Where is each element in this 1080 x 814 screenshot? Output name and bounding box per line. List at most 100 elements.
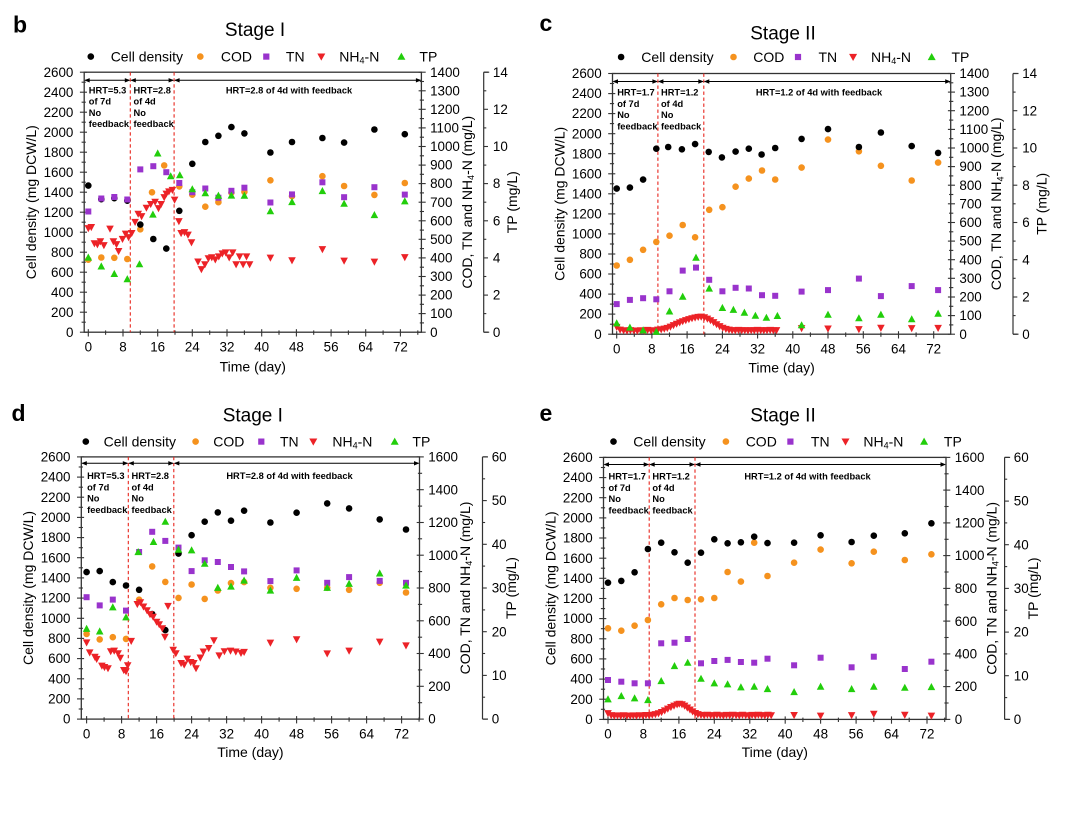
svg-text:400: 400 — [570, 672, 592, 687]
svg-text:Cell density (mg DCW/L): Cell density (mg DCW/L) — [542, 511, 558, 665]
svg-text:6: 6 — [493, 213, 500, 228]
svg-text:72: 72 — [920, 727, 935, 742]
svg-text:1600: 1600 — [563, 551, 593, 566]
svg-text:1200: 1200 — [44, 205, 74, 220]
svg-text:1200: 1200 — [428, 515, 458, 530]
svg-text:1200: 1200 — [955, 516, 985, 531]
svg-text:400: 400 — [579, 287, 601, 302]
svg-text:56: 56 — [856, 342, 871, 357]
svg-text:24: 24 — [707, 727, 722, 742]
svg-text:56: 56 — [849, 727, 864, 742]
svg-text:NH4-N: NH4-N — [871, 49, 911, 66]
svg-text:50: 50 — [492, 493, 507, 508]
svg-text:2000: 2000 — [41, 510, 71, 525]
svg-text:d: d — [12, 400, 26, 426]
svg-text:1000: 1000 — [44, 225, 74, 240]
svg-text:feedback: feedback — [89, 119, 130, 129]
svg-text:1400: 1400 — [41, 571, 71, 586]
svg-text:1000: 1000 — [959, 141, 989, 156]
svg-text:1000: 1000 — [563, 611, 593, 626]
svg-text:Time (day): Time (day) — [748, 360, 814, 376]
svg-text:200: 200 — [430, 288, 452, 303]
svg-text:COD: COD — [221, 49, 252, 65]
svg-text:Stage II: Stage II — [750, 406, 816, 427]
svg-text:feedback: feedback — [661, 121, 702, 131]
svg-text:2400: 2400 — [44, 85, 74, 100]
svg-text:1400: 1400 — [959, 66, 989, 81]
svg-text:HRT=5.3: HRT=5.3 — [87, 471, 124, 481]
svg-text:Cell density: Cell density — [633, 434, 705, 450]
svg-text:Cell density: Cell density — [111, 49, 183, 65]
svg-text:1100: 1100 — [959, 122, 988, 137]
svg-text:24: 24 — [185, 340, 200, 355]
svg-text:Cell density: Cell density — [641, 49, 713, 65]
svg-text:feedback: feedback — [87, 505, 128, 515]
svg-text:Time (day): Time (day) — [742, 744, 808, 760]
svg-text:24: 24 — [715, 342, 730, 357]
svg-text:100: 100 — [959, 308, 981, 323]
svg-text:200: 200 — [51, 305, 73, 320]
svg-text:1000: 1000 — [430, 139, 460, 154]
svg-text:HRT=1.2: HRT=1.2 — [661, 88, 698, 98]
svg-text:16: 16 — [149, 726, 164, 741]
svg-text:feedback: feedback — [652, 505, 693, 515]
svg-text:0: 0 — [66, 325, 73, 340]
svg-text:TP: TP — [944, 434, 962, 450]
svg-text:2000: 2000 — [572, 126, 602, 141]
svg-text:of 7d: of 7d — [609, 483, 632, 493]
svg-text:HRT=1.2: HRT=1.2 — [652, 472, 689, 482]
svg-text:100: 100 — [430, 306, 452, 321]
svg-text:1400: 1400 — [563, 571, 593, 586]
svg-text:48: 48 — [813, 727, 828, 742]
svg-text:NH4-N: NH4-N — [332, 434, 372, 451]
svg-text:TP: TP — [952, 49, 970, 65]
svg-text:2400: 2400 — [563, 470, 593, 485]
svg-text:Cell density (mg DCW/L): Cell density (mg DCW/L) — [23, 125, 39, 279]
svg-text:6: 6 — [1022, 215, 1029, 230]
svg-text:700: 700 — [430, 195, 452, 210]
svg-text:400: 400 — [51, 285, 73, 300]
svg-text:TP: TP — [412, 434, 430, 450]
svg-text:8: 8 — [493, 176, 500, 191]
svg-text:400: 400 — [428, 646, 450, 661]
svg-text:HRT=2.8: HRT=2.8 — [134, 85, 171, 95]
svg-text:200: 200 — [959, 290, 981, 305]
svg-text:No: No — [87, 494, 100, 504]
svg-text:TP: TP — [419, 49, 437, 65]
svg-text:HRT=2.8 of 4d with feedback: HRT=2.8 of 4d with feedback — [226, 85, 353, 95]
svg-text:COD: COD — [746, 434, 777, 450]
svg-text:800: 800 — [51, 245, 73, 260]
svg-text:No: No — [134, 108, 147, 118]
svg-text:0: 0 — [585, 712, 592, 727]
svg-text:0: 0 — [492, 712, 499, 727]
svg-text:64: 64 — [358, 340, 373, 355]
svg-text:TP (mg/L): TP (mg/L) — [503, 557, 519, 619]
svg-text:0: 0 — [1014, 712, 1021, 727]
svg-text:HRT=1.7: HRT=1.7 — [617, 88, 654, 98]
svg-text:0: 0 — [613, 342, 620, 357]
svg-text:300: 300 — [430, 269, 452, 284]
svg-text:No: No — [652, 494, 665, 504]
svg-text:0: 0 — [83, 726, 90, 741]
svg-text:COD: COD — [753, 49, 784, 65]
svg-text:200: 200 — [428, 679, 450, 694]
svg-text:e: e — [540, 400, 553, 426]
svg-text:TP (mg/L): TP (mg/L) — [1025, 557, 1041, 619]
svg-text:HRT=1.2 of 4d with feedback: HRT=1.2 of 4d with feedback — [756, 88, 883, 98]
svg-text:No: No — [661, 110, 674, 120]
svg-text:600: 600 — [48, 651, 70, 666]
svg-text:40: 40 — [254, 340, 269, 355]
svg-text:10: 10 — [493, 139, 508, 154]
svg-text:500: 500 — [430, 232, 452, 247]
svg-text:50: 50 — [1014, 494, 1029, 509]
svg-text:2200: 2200 — [44, 105, 74, 120]
svg-text:1400: 1400 — [955, 483, 985, 498]
svg-text:HRT=2.8 of 4d with feedback: HRT=2.8 of 4d with feedback — [226, 471, 353, 481]
svg-text:30: 30 — [492, 581, 507, 596]
svg-text:48: 48 — [289, 726, 304, 741]
svg-text:64: 64 — [359, 726, 374, 741]
svg-text:Cell density: Cell density — [104, 434, 176, 450]
svg-text:500: 500 — [959, 234, 981, 249]
svg-text:TP (mg/L): TP (mg/L) — [504, 171, 520, 233]
svg-text:NH4-N: NH4-N — [863, 434, 903, 451]
